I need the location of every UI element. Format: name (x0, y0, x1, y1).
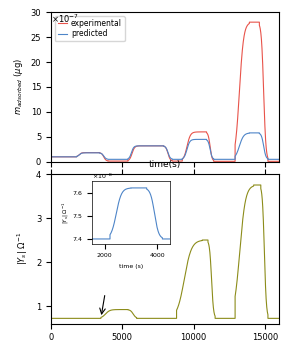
Y-axis label: $|Y_s|$ $\Omega^{-1}$: $|Y_s|$ $\Omega^{-1}$ (16, 232, 30, 266)
Y-axis label: $m_{adsorbed}$ ($\mu$g): $m_{adsorbed}$ ($\mu$g) (12, 58, 25, 116)
X-axis label: time (s): time (s) (119, 264, 143, 269)
Text: $\times 10^{-7}$: $\times 10^{-7}$ (51, 12, 79, 25)
Text: $\times 10^{-8}$: $\times 10^{-8}$ (92, 172, 113, 181)
Legend: experimental, predicted: experimental, predicted (55, 16, 125, 41)
Y-axis label: $|Y_s|$ $\Omega^{-1}$: $|Y_s|$ $\Omega^{-1}$ (60, 201, 70, 223)
Text: time(s): time(s) (148, 160, 180, 169)
